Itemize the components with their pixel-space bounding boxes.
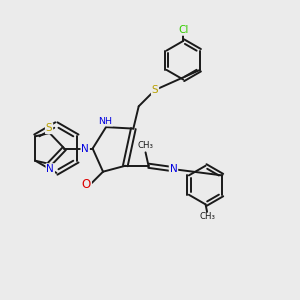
- Text: Cl: Cl: [178, 25, 188, 35]
- Text: N: N: [81, 143, 89, 154]
- Text: S: S: [152, 85, 158, 95]
- Text: N: N: [169, 164, 177, 174]
- Text: NH: NH: [98, 117, 112, 126]
- Text: N: N: [46, 164, 54, 174]
- Text: CH₃: CH₃: [199, 212, 215, 221]
- Text: O: O: [82, 178, 91, 191]
- Text: CH₃: CH₃: [137, 141, 154, 150]
- Text: S: S: [46, 123, 52, 133]
